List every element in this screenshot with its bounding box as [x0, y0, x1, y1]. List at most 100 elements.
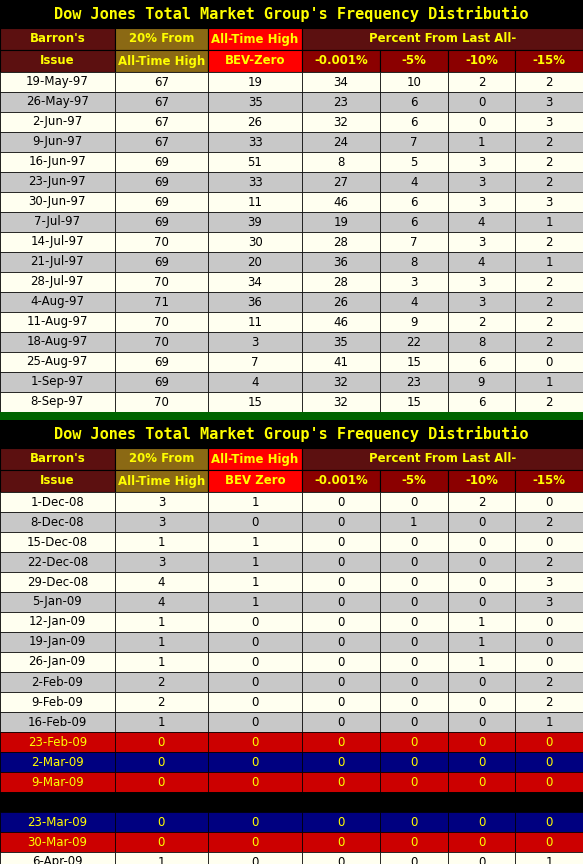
Text: 69: 69 [154, 256, 169, 269]
Text: 0: 0 [546, 355, 553, 369]
Text: 12-Jan-09: 12-Jan-09 [29, 615, 86, 628]
Text: 2: 2 [546, 516, 553, 529]
Bar [302, 132, 380, 152]
Bar [380, 612, 448, 632]
Bar [515, 852, 583, 864]
Bar [114, 832, 208, 852]
Bar [302, 612, 380, 632]
Bar [380, 492, 448, 512]
Text: 67: 67 [154, 136, 169, 149]
Text: 0: 0 [478, 776, 485, 789]
Bar [208, 492, 302, 512]
Text: 15-Dec-08: 15-Dec-08 [27, 536, 88, 549]
Text: 15: 15 [406, 396, 422, 409]
Text: 1: 1 [157, 615, 165, 628]
Text: 8: 8 [337, 156, 345, 168]
Text: 0: 0 [410, 776, 417, 789]
Bar [448, 772, 515, 792]
Bar [515, 132, 583, 152]
Bar [448, 112, 515, 132]
Bar [208, 232, 302, 252]
Bar [515, 792, 583, 812]
Bar [380, 332, 448, 352]
Bar [302, 112, 380, 132]
Bar [515, 172, 583, 192]
Bar [515, 692, 583, 712]
Bar [380, 832, 448, 852]
Bar [515, 772, 583, 792]
Text: 16-Jun-97: 16-Jun-97 [29, 156, 86, 168]
Bar [380, 552, 448, 572]
Text: 0: 0 [251, 696, 259, 708]
Bar [302, 372, 380, 392]
Bar [448, 332, 515, 352]
Bar [208, 552, 302, 572]
Bar [0, 470, 114, 492]
Bar [114, 732, 208, 752]
Text: -5%: -5% [401, 474, 426, 487]
Text: 69: 69 [154, 355, 169, 369]
Bar [0, 532, 114, 552]
Text: 19-Jan-09: 19-Jan-09 [29, 636, 86, 649]
Bar [0, 812, 114, 832]
Bar [208, 172, 302, 192]
Bar [515, 552, 583, 572]
Bar [0, 152, 114, 172]
Text: 2: 2 [157, 676, 165, 689]
Text: 2: 2 [546, 315, 553, 328]
Text: 0: 0 [410, 796, 417, 809]
Text: 67: 67 [154, 75, 169, 88]
Bar [380, 652, 448, 672]
Text: -0.001%: -0.001% [314, 54, 368, 67]
Text: 3: 3 [478, 295, 485, 308]
Text: 9-Mar-09: 9-Mar-09 [31, 776, 83, 789]
Text: 0: 0 [410, 495, 417, 509]
Bar [448, 92, 515, 112]
Text: 69: 69 [154, 156, 169, 168]
Text: 0: 0 [478, 816, 485, 829]
Bar [380, 352, 448, 372]
Bar [114, 712, 208, 732]
Bar [302, 772, 380, 792]
Bar [448, 352, 515, 372]
Bar [515, 732, 583, 752]
Text: 4: 4 [477, 256, 485, 269]
Bar [380, 772, 448, 792]
Bar [208, 312, 302, 332]
Text: 1: 1 [157, 855, 165, 864]
Text: 1-Sep-97: 1-Sep-97 [30, 376, 84, 389]
Bar [380, 372, 448, 392]
Bar [208, 72, 302, 92]
Text: 2: 2 [477, 315, 485, 328]
Text: Issue: Issue [40, 474, 75, 487]
Bar [380, 632, 448, 652]
Bar [515, 252, 583, 272]
Bar [0, 272, 114, 292]
Bar [380, 312, 448, 332]
Bar [0, 752, 114, 772]
Bar [380, 752, 448, 772]
Text: 0: 0 [337, 696, 345, 708]
Bar [0, 652, 114, 672]
Text: 22-Dec-08: 22-Dec-08 [27, 556, 88, 569]
Bar [448, 792, 515, 812]
Text: 0: 0 [478, 595, 485, 608]
Text: 0: 0 [410, 595, 417, 608]
Bar [448, 492, 515, 512]
Bar [114, 772, 208, 792]
Bar [114, 692, 208, 712]
Bar [114, 292, 208, 312]
Bar [448, 152, 515, 172]
Bar [114, 632, 208, 652]
Text: 0: 0 [251, 656, 259, 669]
Bar [208, 672, 302, 692]
Bar [448, 512, 515, 532]
Bar [515, 712, 583, 732]
Bar [302, 392, 380, 412]
Bar [448, 572, 515, 592]
Text: 3: 3 [478, 276, 485, 289]
Bar [515, 752, 583, 772]
Bar [302, 272, 380, 292]
Text: 1: 1 [477, 656, 485, 669]
Text: 1: 1 [410, 516, 417, 529]
